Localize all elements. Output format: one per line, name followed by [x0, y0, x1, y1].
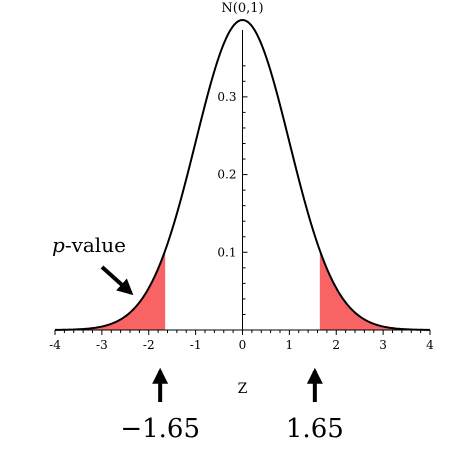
- y-tick-label: 0.2: [217, 168, 236, 182]
- p-value-arrow: [100, 265, 134, 296]
- x-tick-label: -2: [143, 338, 155, 352]
- x-tick-label: -3: [96, 338, 108, 352]
- x-tick-label: 0: [239, 338, 247, 352]
- x-ticks: -4 -3 -2 -1 0 1 2 3 4: [49, 330, 434, 352]
- normal-density-curve: [54, 18, 431, 331]
- p-value-rest: -value: [65, 233, 126, 257]
- curve-title: N(0,1): [221, 1, 263, 16]
- x-axis-label: Z: [238, 381, 248, 397]
- x-tick-label: 1: [286, 338, 294, 352]
- right-tail-shaded-region: [319, 250, 430, 330]
- critical-value-markers: −1.65 1.65: [120, 367, 344, 444]
- x-tick-label: 3: [379, 338, 387, 352]
- y-ticks: 0.1 0.2 0.3: [217, 65, 248, 315]
- p-value-label: p-value: [52, 233, 126, 257]
- x-tick-label: -4: [49, 338, 61, 352]
- y-tick-label: 0.1: [217, 245, 236, 259]
- critical-value-label: 1.65: [286, 414, 344, 444]
- critical-value-label: −1.65: [120, 414, 200, 444]
- x-tick-label: -1: [190, 338, 202, 352]
- y-tick-label: 0.3: [217, 90, 236, 104]
- left-tail-shaded-region: [55, 250, 166, 330]
- p-value-italic-part: p: [52, 233, 65, 257]
- x-tick-label: 2: [332, 338, 340, 352]
- x-tick-label: 4: [426, 338, 434, 352]
